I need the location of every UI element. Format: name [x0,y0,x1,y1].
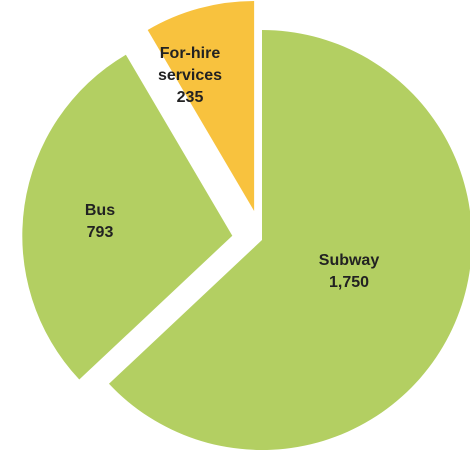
pie-slice-subway [108,30,470,450]
pie-slice-bus [22,54,233,380]
pie-slices [22,1,470,450]
pie-slice-for-hire-services [147,1,255,212]
slice-label-for-hire: For-hire services 235 [158,45,222,106]
slice-label-for-hire-value: 235 [177,89,204,106]
slice-label-subway: Subway 1,750 [319,252,380,291]
slice-label-for-hire-line2: services [158,67,222,84]
slice-label-subway-value: 1,750 [329,274,369,291]
slice-label-bus-name: Bus [85,202,115,219]
slice-label-subway-name: Subway [319,252,380,269]
slice-label-for-hire-line1: For-hire [160,45,221,62]
slice-label-bus: Bus 793 [85,202,115,241]
slice-label-bus-value: 793 [87,224,114,241]
